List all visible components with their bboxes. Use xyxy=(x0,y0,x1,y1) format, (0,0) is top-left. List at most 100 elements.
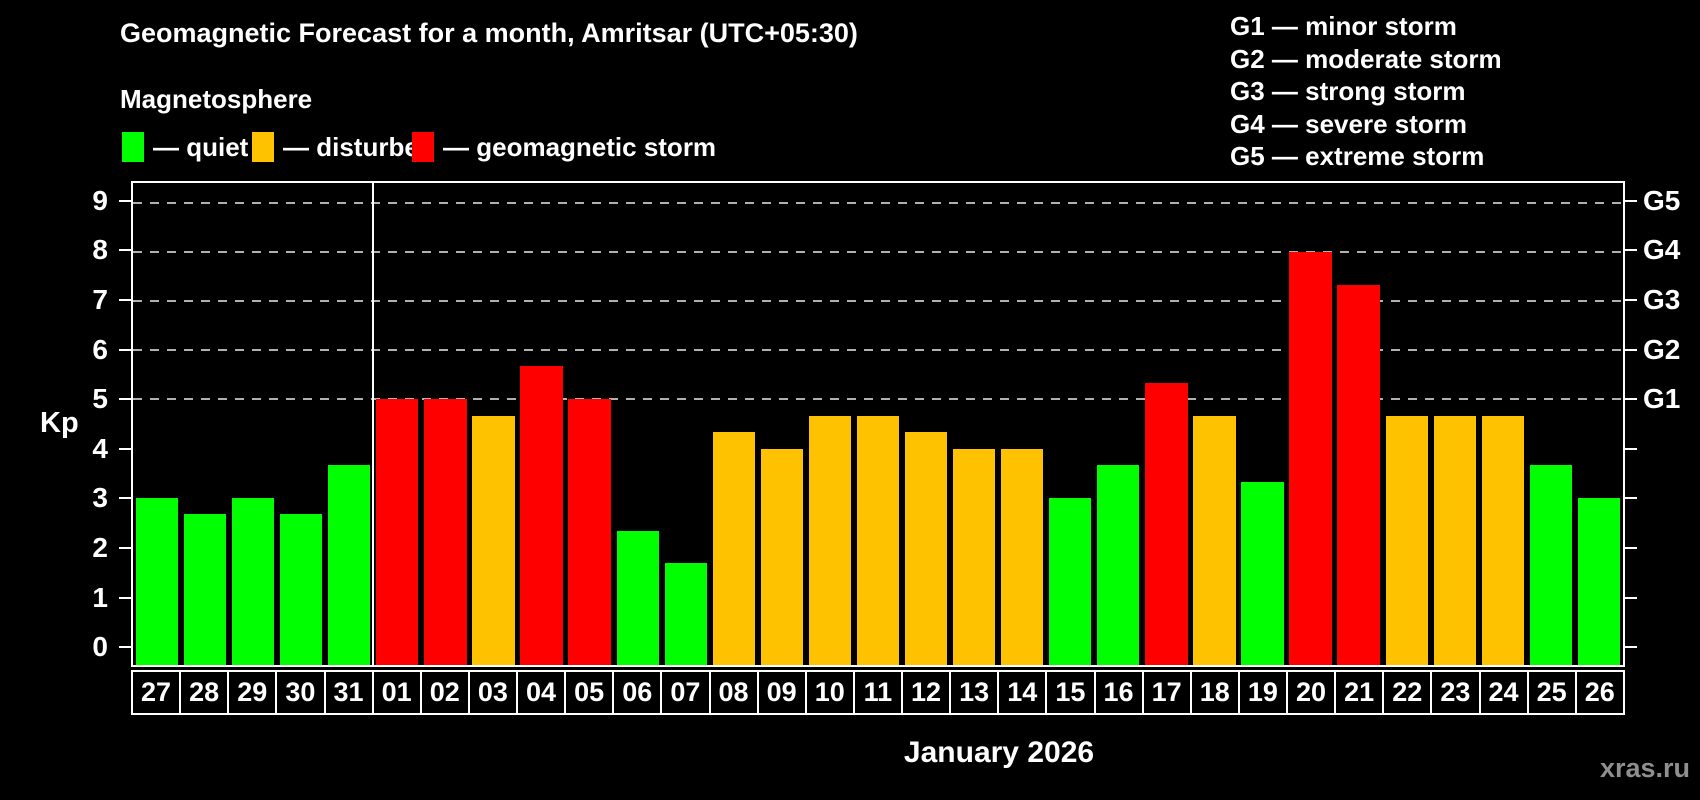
y-tick-right-8 xyxy=(1625,249,1637,252)
watermark: xras.ru xyxy=(1599,753,1690,783)
bar-day-31 xyxy=(328,464,371,665)
plot-area xyxy=(131,181,1625,667)
bar-day-28 xyxy=(183,514,227,665)
day-label-08: 08 xyxy=(708,670,759,715)
bar-day-30 xyxy=(280,514,323,665)
day-label-27: 27 xyxy=(131,670,182,715)
day-label-01: 01 xyxy=(371,670,422,715)
legend-label-quiet: — quiet xyxy=(153,131,249,162)
y-tick-left-4 xyxy=(119,447,131,450)
day-label-28: 28 xyxy=(179,670,230,715)
y-tick-left-8 xyxy=(119,249,131,252)
day-label-04: 04 xyxy=(516,670,567,715)
day-label-11: 11 xyxy=(852,670,903,715)
x-axis-day-labels: 27 28 29 30 31 01 02 03 04 05 06 07 08 09 10 11 12 13 14 15… xyxy=(131,670,1625,715)
y-tick-left-6 xyxy=(119,348,131,351)
bar-day-20 xyxy=(1289,251,1332,665)
bar-day-01 xyxy=(376,399,419,665)
y-tick-label-5: 5 xyxy=(92,383,108,415)
y-tick-right-7 xyxy=(1625,299,1637,302)
bar-day-17 xyxy=(1145,383,1188,665)
y-tick-left-7 xyxy=(119,299,131,302)
bar-day-06 xyxy=(616,530,659,665)
x-axis-title: January 2026 xyxy=(903,736,1095,769)
gridline-kp9 xyxy=(133,201,1623,204)
bar-day-18 xyxy=(1193,415,1236,665)
y-axis-title: Kp xyxy=(40,407,79,439)
day-label-13: 13 xyxy=(949,670,1000,715)
day-label-21: 21 xyxy=(1334,670,1385,715)
g-axis-label-G4: G4 xyxy=(1643,234,1681,266)
bar-day-21 xyxy=(1337,284,1380,665)
bar-day-13 xyxy=(952,448,996,665)
day-label-24: 24 xyxy=(1478,670,1529,715)
g-legend-line-5: G5 — extreme storm xyxy=(1230,141,1485,171)
legend-item-disturbed: — disturbed xyxy=(252,131,435,163)
bar-day-08 xyxy=(712,432,755,665)
y-tick-left-2 xyxy=(119,546,131,549)
day-label-09: 09 xyxy=(756,670,807,715)
gridline-kp8 xyxy=(133,250,1623,253)
day-label-18: 18 xyxy=(1189,670,1240,715)
y-axis-ticks-right xyxy=(1625,181,1637,667)
day-label-06: 06 xyxy=(612,670,663,715)
y-tick-label-0: 0 xyxy=(92,631,108,663)
y-tick-left-5 xyxy=(119,398,131,401)
day-label-29: 29 xyxy=(227,670,278,715)
y-axis-ticks-left xyxy=(119,181,131,667)
y-tick-label-9: 9 xyxy=(92,184,108,216)
legend-item-quiet: — quiet xyxy=(122,131,248,163)
page-title: Geomagnetic Forecast for a month, Amrits… xyxy=(120,18,858,48)
day-label-20: 20 xyxy=(1286,670,1337,715)
g-axis-labels: G1 G2 G3 G4 G5 xyxy=(1643,181,1699,667)
day-label-26: 26 xyxy=(1574,670,1625,715)
y-tick-right-5 xyxy=(1625,398,1637,401)
y-tick-left-9 xyxy=(119,199,131,202)
y-axis-tick-labels: 0 1 2 3 4 5 6 7 8 9 xyxy=(56,181,108,667)
bar-day-07 xyxy=(664,563,707,665)
day-label-03: 03 xyxy=(467,670,518,715)
day-label-15: 15 xyxy=(1045,670,1096,715)
day-label-31: 31 xyxy=(323,670,374,715)
y-tick-label-2: 2 xyxy=(92,531,108,563)
y-tick-label-6: 6 xyxy=(92,333,108,365)
day-label-05: 05 xyxy=(564,670,615,715)
bar-day-10 xyxy=(808,415,852,665)
g-axis-label-G5: G5 xyxy=(1643,184,1681,216)
day-label-07: 07 xyxy=(660,670,711,715)
g-axis-label-G3: G3 xyxy=(1643,284,1681,316)
day-label-17: 17 xyxy=(1141,670,1192,715)
magnetosphere-subtitle: Magnetosphere xyxy=(120,84,313,114)
legend-label-storm: — geomagnetic storm xyxy=(443,131,717,162)
bar-day-11 xyxy=(856,415,900,665)
day-label-12: 12 xyxy=(901,670,952,715)
bar-day-14 xyxy=(1001,448,1044,665)
bar-day-02 xyxy=(424,399,467,665)
month-boundary-line xyxy=(372,183,375,665)
y-tick-label-4: 4 xyxy=(92,432,108,464)
gridline-kp7 xyxy=(133,300,1623,303)
bar-day-16 xyxy=(1097,464,1140,665)
day-label-16: 16 xyxy=(1093,670,1144,715)
quiet-swatch xyxy=(122,132,144,162)
bar-day-25 xyxy=(1529,464,1573,665)
bar-day-29 xyxy=(232,497,275,665)
day-label-19: 19 xyxy=(1237,670,1288,715)
bar-day-05 xyxy=(568,399,611,665)
day-label-10: 10 xyxy=(804,670,855,715)
g-legend-line-3: G3 — strong storm xyxy=(1230,76,1466,106)
y-tick-right-0 xyxy=(1625,646,1637,649)
y-tick-label-8: 8 xyxy=(92,234,108,266)
day-label-14: 14 xyxy=(997,670,1048,715)
y-tick-left-3 xyxy=(119,497,131,500)
disturbed-swatch xyxy=(252,132,274,162)
y-tick-right-4 xyxy=(1625,447,1637,450)
bar-day-23 xyxy=(1433,415,1476,665)
bar-day-22 xyxy=(1385,415,1428,665)
g-legend-line-1: G1 — minor storm xyxy=(1230,11,1457,41)
bar-day-24 xyxy=(1481,415,1524,665)
y-tick-right-1 xyxy=(1625,596,1637,599)
legend-label-disturbed: — disturbed xyxy=(283,131,435,162)
legend-item-storm: — geomagnetic storm xyxy=(412,131,716,163)
